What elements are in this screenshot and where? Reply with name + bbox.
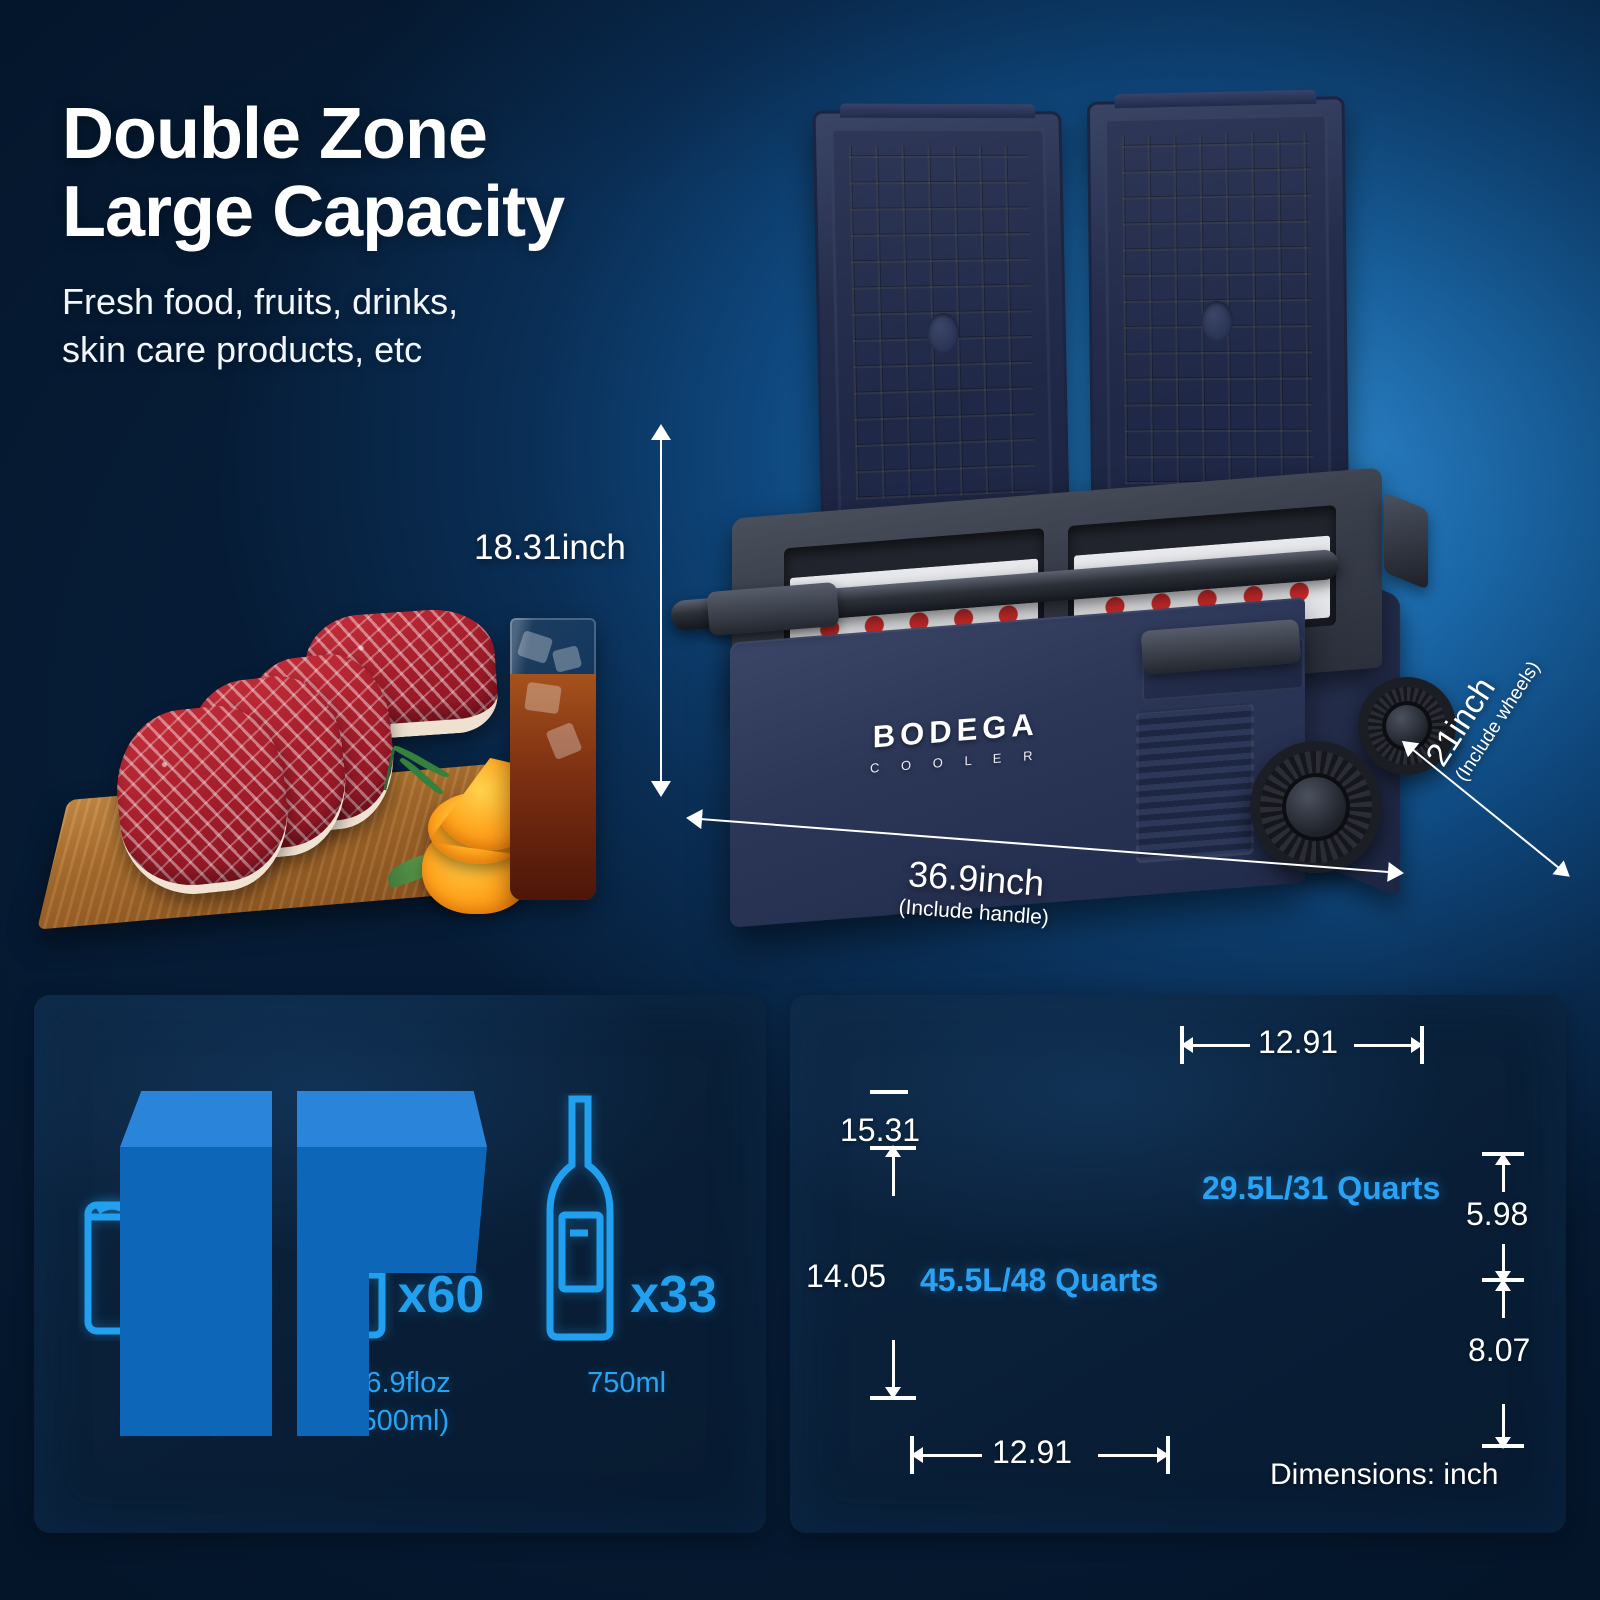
dimensions-unit-note: Dimensions: inch — [1270, 1458, 1499, 1491]
arrow-807-down — [1495, 1404, 1511, 1449]
food-photo — [30, 590, 630, 935]
tick-width-b-right — [1420, 1026, 1424, 1064]
title-line-1: Double Zone — [62, 94, 488, 174]
zone-b-capacity-label: 29.5L/31 Quarts — [1202, 1170, 1441, 1206]
cooler-wheel — [1250, 741, 1382, 873]
zone-a-total-height-label: 15.31 — [840, 1112, 921, 1148]
zone-a-box — [120, 1091, 272, 1436]
wine-size: 750ml — [587, 1367, 667, 1399]
arrow-14-05 — [885, 1340, 901, 1399]
tick-807-bottom — [1482, 1444, 1524, 1448]
arrow-width-a-right — [1098, 1447, 1169, 1463]
zone-b-box — [297, 1091, 487, 1436]
bottle-count: x60 — [397, 1266, 485, 1324]
height-dimension-arrow — [651, 424, 671, 797]
arrow-598-up — [1495, 1153, 1511, 1192]
page-title: Double Zone Large Capacity — [62, 94, 762, 252]
zone-a-body-height-label: 14.05 — [806, 1258, 887, 1294]
subtitle-line-1: Fresh food, fruits, drinks, — [62, 280, 459, 322]
zone-b-upper-height-label: 5.98 — [1466, 1196, 1529, 1232]
zone-b-width-label: 12.91 — [1258, 1024, 1339, 1060]
tick-14-bottom — [870, 1396, 916, 1400]
tick-15-top — [870, 1090, 908, 1094]
arrow-598-down — [1495, 1244, 1511, 1283]
headline-block: Double Zone Large Capacity Fresh food, f… — [62, 94, 762, 375]
cooler-wheel — [1358, 677, 1456, 775]
arrow-width-b-right — [1354, 1037, 1423, 1053]
zone-b-lower-height-label: 8.07 — [1468, 1332, 1531, 1368]
page-subtitle: Fresh food, fruits, drinks, skin care pr… — [62, 278, 762, 375]
arrow-width-b-left — [1181, 1037, 1250, 1053]
title-line-2: Large Capacity — [62, 171, 565, 252]
arrow-807-up — [1495, 1279, 1511, 1318]
zone-a-width-label: 12.91 — [992, 1434, 1073, 1470]
height-dimension-label: 18.31inch — [474, 528, 626, 567]
arrow-15-31 — [885, 1145, 901, 1196]
tick-width-a-right — [1166, 1436, 1170, 1474]
cooler-product-image: BODEGA C O O L E R — [669, 89, 1490, 928]
capacity-item-wine: x33 750ml — [522, 1091, 732, 1403]
arrow-width-a-left — [911, 1447, 982, 1463]
wine-bottle-icon — [546, 1095, 614, 1341]
subtitle-line-2: skin care products, etc — [62, 329, 423, 371]
wine-count: x33 — [630, 1266, 718, 1324]
iced-drink-glass — [510, 618, 596, 900]
zone-a-capacity-label: 45.5L/48 Quarts — [920, 1262, 1159, 1298]
dimension-panel — [790, 995, 1566, 1533]
